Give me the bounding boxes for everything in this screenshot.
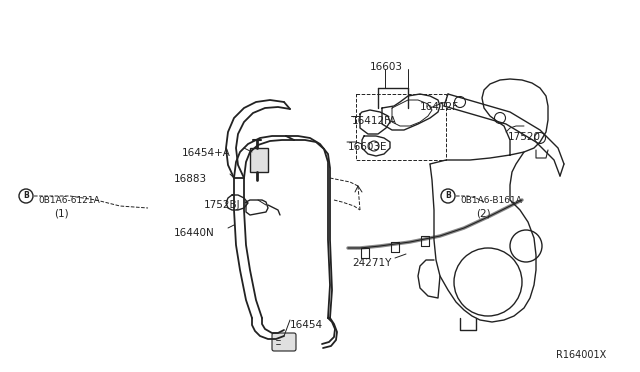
Text: (2): (2)	[476, 208, 491, 218]
Text: 0B1A6-6121A: 0B1A6-6121A	[38, 196, 100, 205]
Text: 16883: 16883	[174, 174, 207, 184]
Text: 16412F: 16412F	[420, 102, 459, 112]
Text: B: B	[445, 192, 451, 201]
Text: 16603E: 16603E	[348, 142, 387, 152]
Text: 1752BJ: 1752BJ	[204, 200, 241, 210]
Text: 17520: 17520	[508, 132, 541, 142]
Text: 16454+A: 16454+A	[182, 148, 231, 158]
Circle shape	[495, 112, 506, 124]
Text: (1): (1)	[54, 208, 68, 218]
Bar	[250, 148, 268, 172]
Text: 0B1A6-B161A: 0B1A6-B161A	[460, 196, 522, 205]
Text: 24271Y: 24271Y	[352, 258, 392, 268]
Text: B: B	[23, 192, 29, 201]
Text: 16603: 16603	[370, 62, 403, 72]
Text: 16412FA: 16412FA	[352, 116, 397, 126]
Text: R164001X: R164001X	[556, 350, 606, 360]
Text: 16454: 16454	[290, 320, 323, 330]
FancyBboxPatch shape	[272, 333, 296, 351]
Circle shape	[454, 96, 465, 108]
Text: 16440N: 16440N	[174, 228, 215, 238]
Circle shape	[534, 132, 545, 144]
